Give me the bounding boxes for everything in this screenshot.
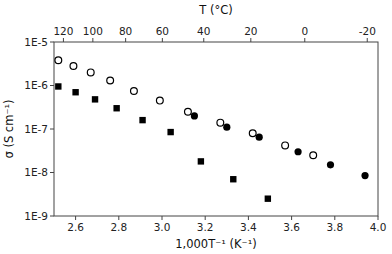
y-tick (50, 172, 54, 173)
plot-frame (54, 42, 378, 216)
x2-tick-label: 0 (301, 25, 308, 37)
square-point (92, 96, 98, 102)
x2-axis-label: T (°C) (198, 3, 232, 17)
open-circle-point (55, 57, 62, 64)
square-point (230, 176, 236, 182)
x-tick (205, 216, 206, 220)
circle-point (223, 124, 230, 131)
x-tick (248, 216, 249, 220)
circle-point (294, 148, 301, 155)
chart: 2.6 2.8 3.0 3.2 3.4 3.6 3.8 4.0 120 100 80 60 40 20 0 -… (0, 0, 392, 254)
x-tick-label: 3.2 (197, 221, 214, 233)
open-circle-point (156, 97, 163, 104)
x-tick-label: 4.0 (370, 221, 387, 233)
x-tick (291, 216, 292, 220)
y-tick-label: 1E-9 (24, 210, 48, 222)
y-tick (50, 129, 54, 130)
x2-tick-label: 100 (83, 25, 103, 37)
x2-tick (304, 38, 305, 42)
x-tick-label: 3.0 (154, 221, 171, 233)
circle-point (327, 161, 334, 168)
x-tick (334, 216, 335, 220)
y-tick (50, 85, 54, 86)
open-circle-point (217, 119, 224, 126)
y-tick (50, 216, 54, 217)
x2-tick-label: 60 (156, 25, 169, 37)
x2-tick (250, 38, 251, 42)
x-tick-label: 2.6 (67, 221, 84, 233)
x-tick-label: 3.4 (240, 221, 257, 233)
x-tick (162, 216, 163, 220)
x-tick-label: 2.8 (110, 221, 127, 233)
square-point (113, 105, 119, 111)
x-tick-label: 3.6 (283, 221, 300, 233)
open-circle-point (87, 69, 94, 76)
x-tick-label: 3.8 (326, 221, 343, 233)
x2-tick-label: 80 (119, 25, 132, 37)
open-circle-point (107, 77, 114, 84)
square-point (265, 195, 271, 201)
x-tick (118, 216, 119, 220)
x2-tick (203, 38, 204, 42)
x2-tick (92, 38, 93, 42)
x2-tick (125, 38, 126, 42)
square-point (72, 89, 78, 95)
open-circle-point (131, 88, 138, 95)
square-point (198, 158, 204, 164)
y-tick-label: 1E-7 (24, 123, 48, 135)
x2-tick-label: 20 (244, 25, 257, 37)
x2-tick-label: 40 (197, 25, 210, 37)
open-circle-point (185, 108, 192, 115)
square-point (167, 129, 173, 135)
square-point (139, 117, 145, 123)
x-axis-label: 1,000T⁻¹ (K⁻¹) (175, 237, 256, 251)
y-tick-label: 1E-5 (24, 36, 48, 48)
plot-area (55, 57, 369, 202)
square-point (55, 83, 61, 89)
x2-tick (367, 38, 368, 42)
y-tick-label: 1E-6 (24, 79, 48, 91)
open-circle-point (249, 130, 256, 137)
x2-tick-label: -20 (359, 25, 376, 37)
x2-tick (63, 38, 64, 42)
circle-point (191, 112, 198, 119)
x2-tick (162, 38, 163, 42)
y-tick-label: 1E-8 (24, 166, 48, 178)
open-circle-point (70, 63, 77, 70)
open-circle-point (310, 152, 317, 159)
x-tick (75, 216, 76, 220)
y-tick (50, 42, 54, 43)
x2-tick-label: 120 (53, 25, 73, 37)
circle-point (361, 172, 368, 179)
x-tick (378, 216, 379, 220)
open-circle-point (282, 142, 289, 149)
y-axis-label: σ (S cm⁻¹) (2, 99, 16, 158)
circle-point (256, 134, 263, 141)
